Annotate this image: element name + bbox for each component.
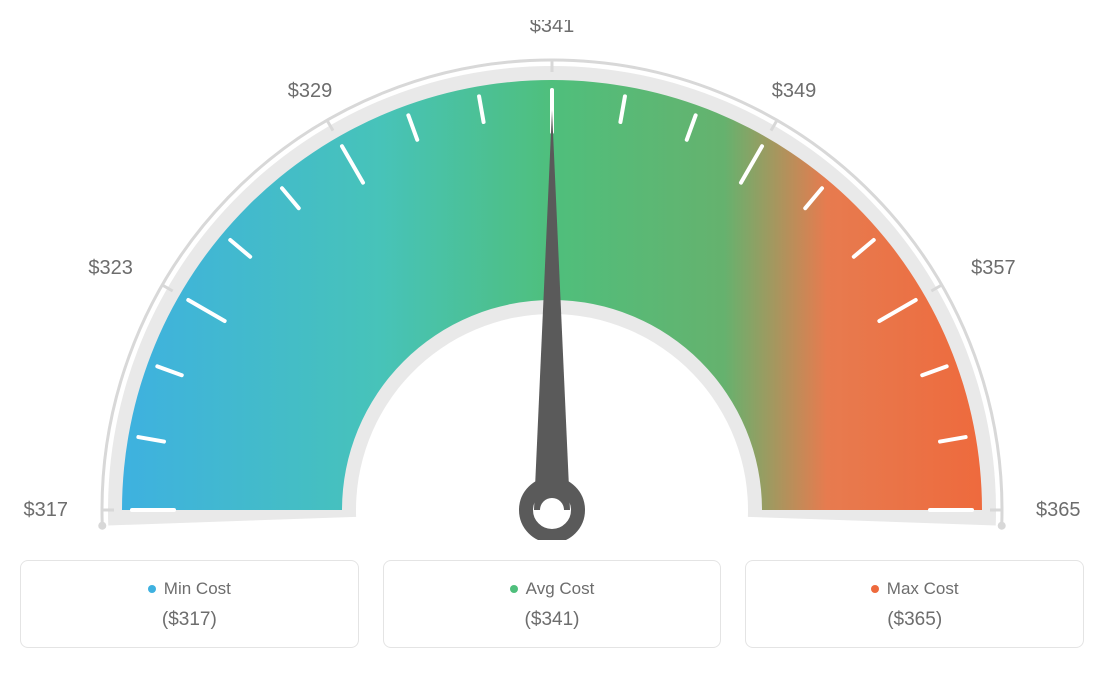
avg-dot-icon	[510, 585, 518, 593]
max-cost-label: Max Cost	[871, 579, 959, 599]
svg-text:$357: $357	[971, 257, 1016, 279]
max-cost-card: Max Cost ($365)	[745, 560, 1084, 648]
max-cost-value: ($365)	[758, 609, 1071, 631]
gauge-chart: $317 $323 $329 $341 $349 $357 $365	[20, 20, 1084, 540]
min-cost-value: ($317)	[33, 609, 346, 631]
svg-text:$341: $341	[530, 20, 575, 37]
svg-text:$349: $349	[772, 80, 817, 102]
summary-cards: Min Cost ($317) Avg Cost ($341) Max Cost…	[20, 560, 1084, 648]
svg-text:$317: $317	[24, 499, 69, 521]
svg-text:$365: $365	[1036, 499, 1081, 521]
min-cost-card: Min Cost ($317)	[20, 560, 359, 648]
min-cost-label: Min Cost	[148, 579, 231, 599]
avg-cost-card: Avg Cost ($341)	[383, 560, 722, 648]
min-cost-label-text: Min Cost	[164, 579, 231, 599]
max-dot-icon	[871, 585, 879, 593]
avg-cost-label-text: Avg Cost	[526, 579, 595, 599]
max-cost-label-text: Max Cost	[887, 579, 959, 599]
gauge-svg: $317 $323 $329 $341 $349 $357 $365	[20, 20, 1084, 540]
avg-cost-value: ($341)	[396, 609, 709, 631]
svg-text:$323: $323	[88, 257, 133, 279]
avg-cost-label: Avg Cost	[510, 579, 595, 599]
svg-text:$329: $329	[288, 80, 333, 102]
min-dot-icon	[148, 585, 156, 593]
